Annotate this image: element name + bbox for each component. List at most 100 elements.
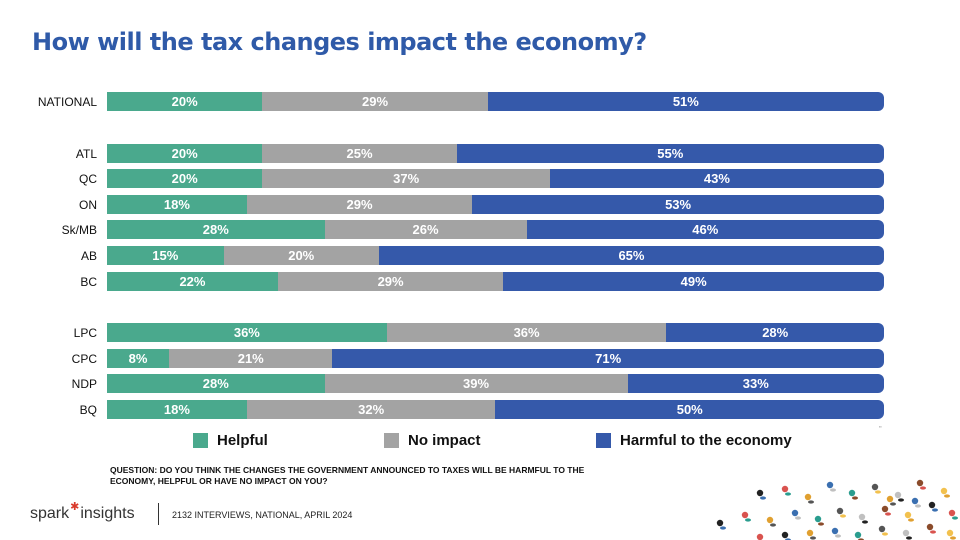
- row-label: Sk/MB: [61, 223, 97, 237]
- data-label: 18%: [163, 197, 190, 212]
- bar-segment: 43%: [549, 169, 884, 188]
- legend: Helpful No impact Harmful to the economy: [0, 432, 960, 452]
- person-body: [770, 523, 776, 527]
- bar-row: 15% 20% 65%: [107, 246, 884, 265]
- row-label: CPC: [71, 352, 97, 366]
- person-body: [930, 530, 936, 534]
- data-label: 29%: [346, 197, 373, 212]
- bar-segment: 51%: [487, 92, 884, 111]
- person-body: [890, 502, 896, 506]
- bar-segment: 8%: [107, 349, 170, 368]
- person-figure: [806, 529, 814, 537]
- row-label: QC: [79, 172, 97, 186]
- data-label: 29%: [362, 94, 389, 109]
- person-figure: [831, 527, 839, 535]
- data-label: 18%: [163, 402, 190, 417]
- person-figure: [894, 491, 902, 499]
- data-label: 29%: [377, 274, 404, 289]
- person-figure: [791, 509, 799, 517]
- person-body: [952, 516, 958, 520]
- slide-marker: ▪▪: [879, 424, 882, 429]
- page-title: How will the tax changes impact the econ…: [32, 28, 647, 56]
- person-body: [944, 494, 950, 498]
- bar-row: 20% 25% 55%: [107, 144, 884, 163]
- data-label: 37%: [393, 171, 420, 186]
- person-figure: [871, 483, 879, 491]
- person-figure: [756, 489, 764, 497]
- logo-spark-text: spark: [30, 505, 70, 522]
- bar-segment: 29%: [246, 195, 473, 214]
- star-icon: ✱: [70, 501, 80, 513]
- legend-swatch-harmful: [596, 433, 611, 448]
- bar-segment: 20%: [223, 246, 379, 265]
- person-figure: [916, 479, 924, 487]
- footer-divider: [158, 503, 159, 525]
- person-figure: [904, 511, 912, 519]
- bar-segment: 25%: [262, 144, 457, 163]
- legend-swatch-helpful: [193, 433, 208, 448]
- person-body: [920, 486, 926, 490]
- person-figure: [911, 497, 919, 505]
- person-body: [840, 514, 846, 518]
- bar-row: 18% 29% 53%: [107, 195, 884, 214]
- legend-label-no-impact: No impact: [408, 432, 481, 449]
- legend-item-helpful: Helpful: [193, 432, 268, 449]
- person-body: [950, 536, 956, 540]
- data-label: 15%: [152, 248, 179, 263]
- bar-segment: 21%: [169, 349, 333, 368]
- bar-row: 22% 29% 49%: [107, 272, 884, 291]
- bar-segment: 50%: [495, 400, 884, 419]
- bar-segment: 18%: [107, 195, 247, 214]
- person-figure: [836, 507, 844, 515]
- legend-item-harmful: Harmful to the economy: [596, 432, 792, 449]
- row-label: LPC: [73, 326, 97, 340]
- data-label: 22%: [179, 274, 206, 289]
- bar-row: 8% 21% 71%: [107, 349, 884, 368]
- person-body: [720, 526, 726, 530]
- person-figure: [878, 525, 886, 533]
- legend-item-no-impact: No impact: [384, 432, 481, 449]
- bar-row: 36% 36% 28%: [107, 323, 884, 342]
- person-figure: [716, 519, 724, 527]
- person-figure: [814, 515, 822, 523]
- person-figure: [766, 516, 774, 524]
- bar-segment: 55%: [456, 144, 884, 163]
- person-figure: [940, 487, 948, 495]
- person-figure: [781, 531, 789, 539]
- bar-row: 20% 29% 51%: [107, 92, 884, 111]
- person-figure: [928, 501, 936, 509]
- person-figure: [881, 505, 889, 513]
- data-label: 39%: [463, 376, 490, 391]
- legend-swatch-no-impact: [384, 433, 399, 448]
- person-body: [882, 532, 888, 536]
- bar-row: 28% 39% 33%: [107, 374, 884, 393]
- row-label: BQ: [79, 403, 97, 417]
- data-label: 71%: [595, 351, 622, 366]
- bar-segment: 20%: [107, 92, 263, 111]
- person-figure: [948, 509, 956, 517]
- person-figure: [946, 529, 954, 537]
- person-body: [862, 520, 868, 524]
- data-label: 20%: [171, 171, 198, 186]
- logo-insights-text: insights: [80, 505, 135, 522]
- bar-segment: 18%: [107, 400, 247, 419]
- person-body: [906, 536, 912, 540]
- data-label: 26%: [412, 222, 439, 237]
- bar-segment: 65%: [378, 246, 884, 265]
- data-label: 50%: [676, 402, 703, 417]
- bar-segment: 28%: [107, 374, 325, 393]
- bar-segment: 22%: [107, 272, 278, 291]
- person-body: [785, 492, 791, 496]
- person-body: [915, 504, 921, 508]
- bar-row: 28% 26% 46%: [107, 220, 884, 239]
- data-label: 49%: [680, 274, 707, 289]
- data-label: 36%: [233, 325, 260, 340]
- person-figure: [854, 531, 862, 539]
- footer-note: 2132 INTERVIEWS, NATIONAL, APRIL 2024: [172, 510, 353, 520]
- data-label: 36%: [513, 325, 540, 340]
- person-body: [898, 498, 904, 502]
- data-label: 53%: [665, 197, 692, 212]
- person-body: [810, 536, 816, 540]
- row-label: BC: [80, 275, 97, 289]
- data-label: 33%: [742, 376, 769, 391]
